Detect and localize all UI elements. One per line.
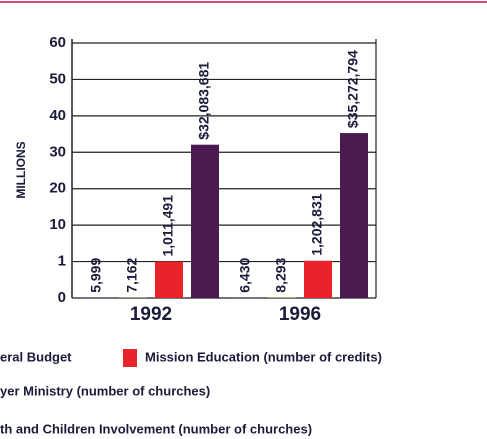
y-tick-label: 30 xyxy=(49,143,66,160)
legend-label: Mission Education (number of credits) xyxy=(145,349,382,364)
value-label: $35,272,794 xyxy=(345,50,361,128)
bar xyxy=(304,260,332,298)
y-tick-label: 20 xyxy=(49,180,66,197)
value-label: 8,293 xyxy=(273,257,289,292)
legend-label: eral Budget xyxy=(0,349,72,364)
value-label: 7,162 xyxy=(124,257,140,292)
bar xyxy=(191,144,219,298)
y-axis-label: MILLIONS xyxy=(14,141,28,198)
bar xyxy=(155,261,183,298)
legend-label: th and Children Involvement (number of c… xyxy=(0,421,312,436)
y-tick-label: 0 xyxy=(58,289,66,306)
value-label: 1,202,831 xyxy=(309,193,325,255)
y-tick-label: 40 xyxy=(49,107,66,124)
legend-swatch xyxy=(123,349,137,367)
y-tick-label: 1 xyxy=(58,253,66,270)
value-label: 6,430 xyxy=(237,258,253,293)
y-tick-label: 60 xyxy=(49,34,66,51)
y-tick-label: 10 xyxy=(49,216,66,233)
legend-label: yer Ministry (number of churches) xyxy=(0,383,210,398)
x-tick-label: 1996 xyxy=(279,304,321,325)
value-label: 5,999 xyxy=(88,258,104,293)
value-label: 1,011,491 xyxy=(160,195,176,257)
bar xyxy=(340,133,368,298)
y-tick-label: 50 xyxy=(49,70,66,87)
value-label: $32,083,681 xyxy=(196,62,212,140)
x-tick-label: 1992 xyxy=(130,304,172,325)
